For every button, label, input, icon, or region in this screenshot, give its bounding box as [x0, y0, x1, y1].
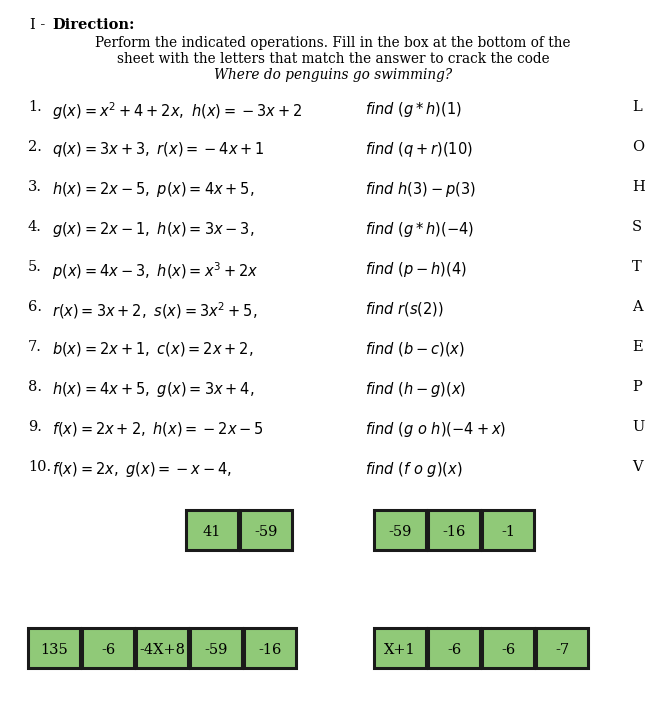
Text: 3.: 3. — [28, 180, 42, 194]
FancyBboxPatch shape — [536, 628, 588, 668]
Text: sheet with the letters that match the answer to crack the code: sheet with the letters that match the an… — [117, 52, 549, 66]
FancyBboxPatch shape — [136, 628, 188, 668]
Text: L: L — [632, 100, 642, 114]
FancyBboxPatch shape — [482, 628, 534, 668]
FancyBboxPatch shape — [374, 510, 426, 550]
Text: 5.: 5. — [28, 260, 42, 274]
Text: $b(x) = 2x + 1,\ c(x) = 2x + 2,$: $b(x) = 2x + 1,\ c(x) = 2x + 2,$ — [52, 340, 253, 358]
Text: -1: -1 — [501, 525, 515, 539]
FancyBboxPatch shape — [240, 510, 292, 550]
Text: -16: -16 — [258, 643, 282, 657]
Text: 4.: 4. — [28, 220, 42, 234]
Text: $\mathit{find}\ (q + r)(10)$: $\mathit{find}\ (q + r)(10)$ — [365, 140, 473, 159]
Text: 41: 41 — [203, 525, 221, 539]
Text: P: P — [632, 380, 642, 394]
Text: O: O — [632, 140, 644, 154]
Text: $\mathit{find}\ r(s(2))$: $\mathit{find}\ r(s(2))$ — [365, 300, 444, 318]
Text: $\mathit{find}\ (p - h)(4)$: $\mathit{find}\ (p - h)(4)$ — [365, 260, 467, 279]
Text: $g(x) = x^2 + 4 + 2x,\ h(x) = -3x + 2$: $g(x) = x^2 + 4 + 2x,\ h(x) = -3x + 2$ — [52, 100, 302, 122]
Text: H: H — [632, 180, 645, 194]
Text: $\mathit{find}\ (b - c)(x)$: $\mathit{find}\ (b - c)(x)$ — [365, 340, 465, 358]
Text: Direction:: Direction: — [52, 18, 135, 32]
Text: $\mathit{find}\ (h - g)(x)$: $\mathit{find}\ (h - g)(x)$ — [365, 380, 466, 399]
Text: -6: -6 — [101, 643, 115, 657]
Text: $r(x) = 3x + 2,\ s(x) = 3x^2 + 5,$: $r(x) = 3x + 2,\ s(x) = 3x^2 + 5,$ — [52, 300, 257, 321]
Text: U: U — [632, 420, 644, 434]
Text: -59: -59 — [254, 525, 278, 539]
FancyBboxPatch shape — [428, 628, 480, 668]
Text: Perform the indicated operations. Fill in the box at the bottom of the: Perform the indicated operations. Fill i… — [95, 36, 571, 50]
Text: X+1: X+1 — [384, 643, 416, 657]
Text: $\mathit{find}\ h(3) - p(3)$: $\mathit{find}\ h(3) - p(3)$ — [365, 180, 476, 199]
Text: 135: 135 — [40, 643, 68, 657]
Text: 7.: 7. — [28, 340, 42, 354]
Text: 8.: 8. — [28, 380, 42, 394]
Text: 10.: 10. — [28, 460, 51, 474]
Text: -6: -6 — [501, 643, 515, 657]
FancyBboxPatch shape — [28, 628, 80, 668]
Text: Where do penguins go swimming?: Where do penguins go swimming? — [214, 68, 452, 82]
Text: $p(x) = 4x - 3,\ h(x) = x^3 + 2x$: $p(x) = 4x - 3,\ h(x) = x^3 + 2x$ — [52, 260, 258, 281]
Text: A: A — [632, 300, 643, 314]
Text: -4X+8: -4X+8 — [139, 643, 185, 657]
Text: -59: -59 — [204, 643, 228, 657]
Text: $\mathit{find}\ (f\ o\ g)(x)$: $\mathit{find}\ (f\ o\ g)(x)$ — [365, 460, 463, 479]
Text: $\mathit{find}\ (g * h)(-4)$: $\mathit{find}\ (g * h)(-4)$ — [365, 220, 474, 239]
Text: $\mathit{find}\ (g * h)(1)$: $\mathit{find}\ (g * h)(1)$ — [365, 100, 462, 119]
FancyBboxPatch shape — [186, 510, 238, 550]
Text: -7: -7 — [555, 643, 569, 657]
Text: I -: I - — [30, 18, 50, 32]
Text: E: E — [632, 340, 643, 354]
Text: T: T — [632, 260, 642, 274]
Text: 1.: 1. — [28, 100, 42, 114]
Text: $h(x) = 4x + 5,\ g(x) = 3x + 4,$: $h(x) = 4x + 5,\ g(x) = 3x + 4,$ — [52, 380, 254, 399]
Text: $g(x) = 2x - 1,\ h(x) = 3x - 3,$: $g(x) = 2x - 1,\ h(x) = 3x - 3,$ — [52, 220, 254, 239]
Text: -16: -16 — [442, 525, 466, 539]
Text: 6.: 6. — [28, 300, 42, 314]
Text: V: V — [632, 460, 643, 474]
Text: $f(x) = 2x + 2,\ h(x) = -2x - 5$: $f(x) = 2x + 2,\ h(x) = -2x - 5$ — [52, 420, 264, 438]
FancyBboxPatch shape — [482, 510, 534, 550]
Text: S: S — [632, 220, 642, 234]
Text: 9.: 9. — [28, 420, 42, 434]
Text: 2.: 2. — [28, 140, 42, 154]
FancyBboxPatch shape — [374, 628, 426, 668]
FancyBboxPatch shape — [428, 510, 480, 550]
Text: $f(x) = 2x,\ g(x) = -x - 4,$: $f(x) = 2x,\ g(x) = -x - 4,$ — [52, 460, 232, 479]
Text: $h(x) = 2x - 5,\ p(x) = 4x + 5,$: $h(x) = 2x - 5,\ p(x) = 4x + 5,$ — [52, 180, 254, 199]
Text: $q(x) = 3x + 3,\ r(x) = -4x + 1$: $q(x) = 3x + 3,\ r(x) = -4x + 1$ — [52, 140, 264, 159]
Text: -6: -6 — [447, 643, 461, 657]
Text: $\mathit{find}\ (g\ o\ h)(-4 + x)$: $\mathit{find}\ (g\ o\ h)(-4 + x)$ — [365, 420, 506, 439]
FancyBboxPatch shape — [244, 628, 296, 668]
Text: -59: -59 — [388, 525, 412, 539]
FancyBboxPatch shape — [82, 628, 134, 668]
FancyBboxPatch shape — [190, 628, 242, 668]
